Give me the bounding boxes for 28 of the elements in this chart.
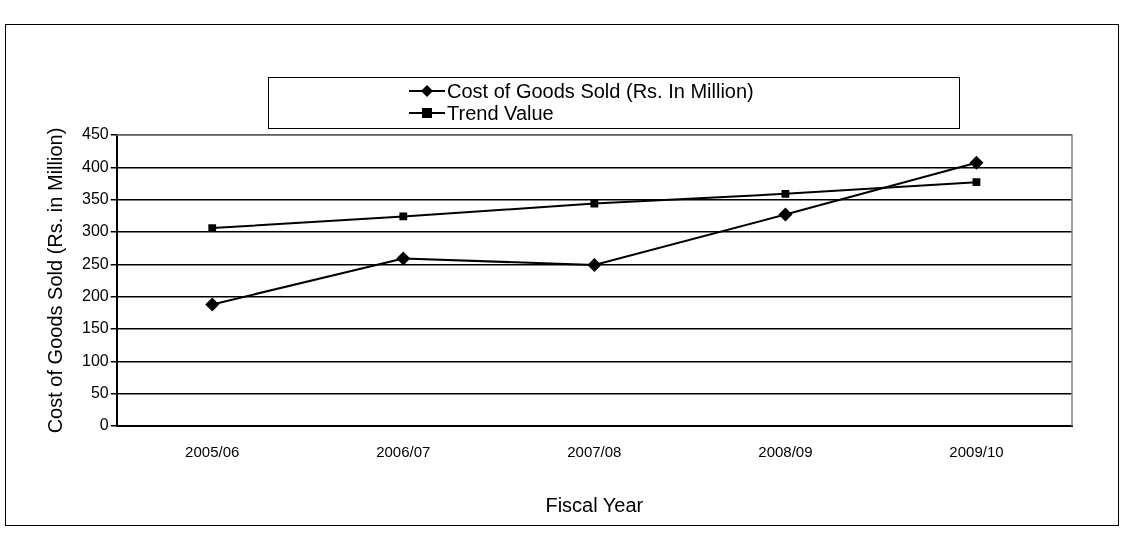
- point: [969, 155, 984, 170]
- x-tick-label: 2007/08: [567, 443, 622, 461]
- point: [781, 189, 790, 198]
- y-tick-label: 100: [81, 351, 109, 369]
- y-tick-label: 350: [81, 190, 109, 208]
- y-tick-label: 50: [90, 384, 109, 402]
- y-axis-title: Cost of Goods Sold (Rs. in Million): [43, 127, 66, 434]
- point: [396, 251, 411, 266]
- y-tick-label: 300: [81, 222, 109, 240]
- legend-label: Cost of Goods Sold (Rs. In Million): [447, 80, 754, 102]
- point: [205, 297, 220, 312]
- point: [972, 178, 981, 187]
- y-tick-label: 150: [81, 319, 109, 337]
- point: [587, 257, 602, 272]
- x-tick-label: 2009/10: [949, 443, 1004, 461]
- point: [590, 199, 599, 208]
- x-tick-label: 2005/06: [185, 443, 240, 461]
- y-tick-label: 250: [81, 254, 109, 272]
- y-tick-label: 450: [81, 125, 109, 143]
- y-tick-label: 0: [99, 416, 109, 434]
- legend-label: Trend Value: [447, 102, 554, 124]
- x-axis-title: Fiscal Year: [545, 493, 644, 516]
- point: [778, 207, 793, 222]
- x-tick-label: 2008/09: [758, 443, 813, 461]
- y-tick-label: 400: [81, 157, 109, 175]
- y-tick-label: 200: [81, 287, 109, 305]
- point: [399, 212, 408, 221]
- x-tick-label: 2006/07: [376, 443, 431, 461]
